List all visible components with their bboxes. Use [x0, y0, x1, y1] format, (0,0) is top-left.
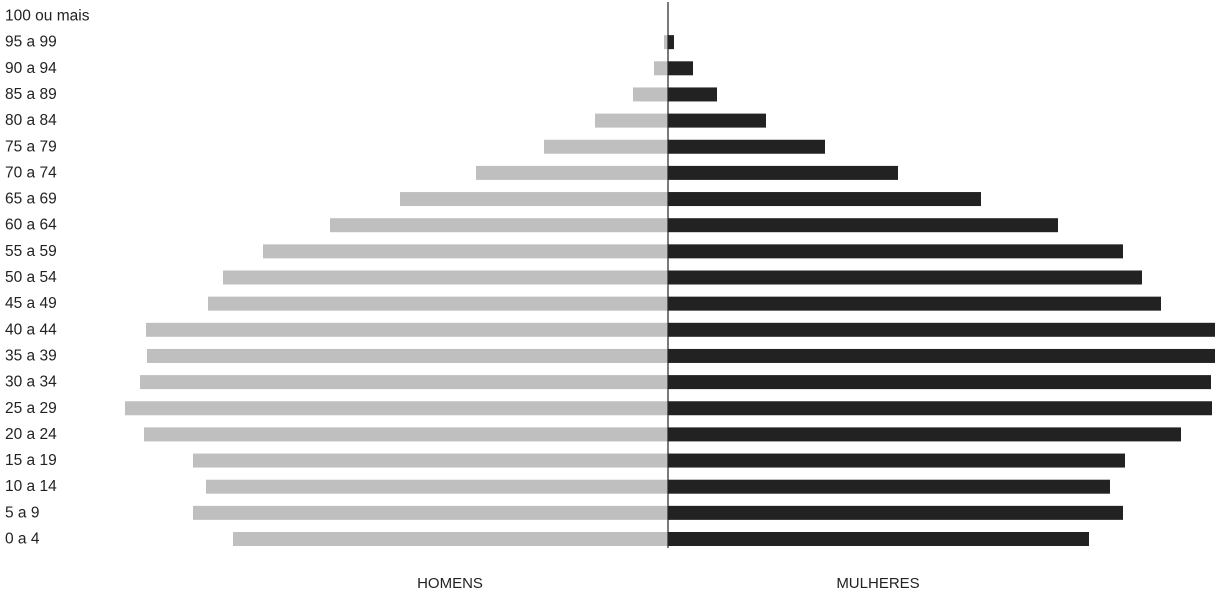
mulheres-bar	[668, 192, 981, 207]
mulheres-bar	[668, 427, 1181, 442]
homens-bar	[654, 61, 668, 76]
age-label: 55 a 59	[5, 243, 57, 260]
mulheres-bar	[668, 375, 1211, 390]
homens-bar	[595, 113, 668, 128]
mulheres-bar	[668, 35, 674, 50]
age-label: 85 a 89	[5, 86, 57, 103]
mulheres-axis-label: MULHERES	[836, 575, 919, 592]
homens-bar	[140, 375, 668, 390]
mulheres-bar	[668, 322, 1215, 337]
homens-axis-label: HOMENS	[417, 575, 483, 592]
mulheres-bars	[668, 35, 1215, 546]
age-label: 50 a 54	[5, 269, 57, 286]
age-label: 70 a 74	[5, 164, 57, 181]
mulheres-bar	[668, 453, 1125, 468]
age-label: 90 a 94	[5, 60, 57, 77]
mulheres-bar	[668, 270, 1142, 285]
homens-bar	[125, 401, 668, 416]
homens-bar	[223, 270, 668, 285]
homens-bar	[330, 218, 668, 233]
homens-bar	[193, 453, 668, 468]
age-label: 80 a 84	[5, 112, 57, 129]
age-group-labels: 0 a 4 5 a 9 10 a 14 15 a 19 20 a 24 25 a 29 30…	[5, 8, 90, 548]
age-label: 75 a 79	[5, 138, 57, 155]
mulheres-bar	[668, 218, 1058, 233]
age-label: 95 a 99	[5, 34, 57, 51]
age-label: 45 a 49	[5, 295, 57, 312]
homens-bar	[147, 348, 668, 363]
mulheres-bar	[668, 348, 1215, 363]
homens-bar	[633, 87, 668, 102]
mulheres-bar	[668, 296, 1161, 311]
homens-bars	[125, 35, 668, 546]
age-label: 10 a 14	[5, 478, 57, 495]
homens-bar	[206, 479, 668, 494]
mulheres-bar	[668, 87, 717, 102]
age-label: 5 a 9	[5, 504, 39, 521]
mulheres-bar	[668, 113, 766, 128]
age-label: 100 ou mais	[5, 8, 90, 25]
homens-bar	[664, 35, 668, 50]
age-label: 15 a 19	[5, 452, 57, 469]
mulheres-bar	[668, 244, 1123, 259]
age-label: 30 a 34	[5, 374, 57, 391]
age-label: 35 a 39	[5, 347, 57, 364]
mulheres-bar	[668, 165, 898, 180]
homens-bar	[144, 427, 668, 442]
age-label: 20 a 24	[5, 426, 57, 443]
mulheres-bar	[668, 61, 693, 76]
homens-bar	[193, 505, 668, 520]
age-label: 60 a 64	[5, 217, 57, 234]
mulheres-bar	[668, 532, 1089, 546]
homens-bar	[208, 296, 668, 311]
mulheres-bar	[668, 139, 825, 154]
homens-bar	[233, 532, 668, 546]
homens-bar	[263, 244, 668, 259]
homens-bar	[544, 139, 668, 154]
age-label: 0 a 4	[5, 531, 40, 548]
mulheres-bar	[668, 479, 1110, 494]
age-label: 65 a 69	[5, 191, 57, 208]
age-label: 40 a 44	[5, 321, 57, 338]
mulheres-bar	[668, 505, 1123, 520]
mulheres-bar	[668, 401, 1212, 416]
homens-bar	[400, 192, 668, 207]
homens-bar	[146, 322, 668, 337]
homens-bar	[476, 165, 668, 180]
age-label: 25 a 29	[5, 400, 57, 417]
